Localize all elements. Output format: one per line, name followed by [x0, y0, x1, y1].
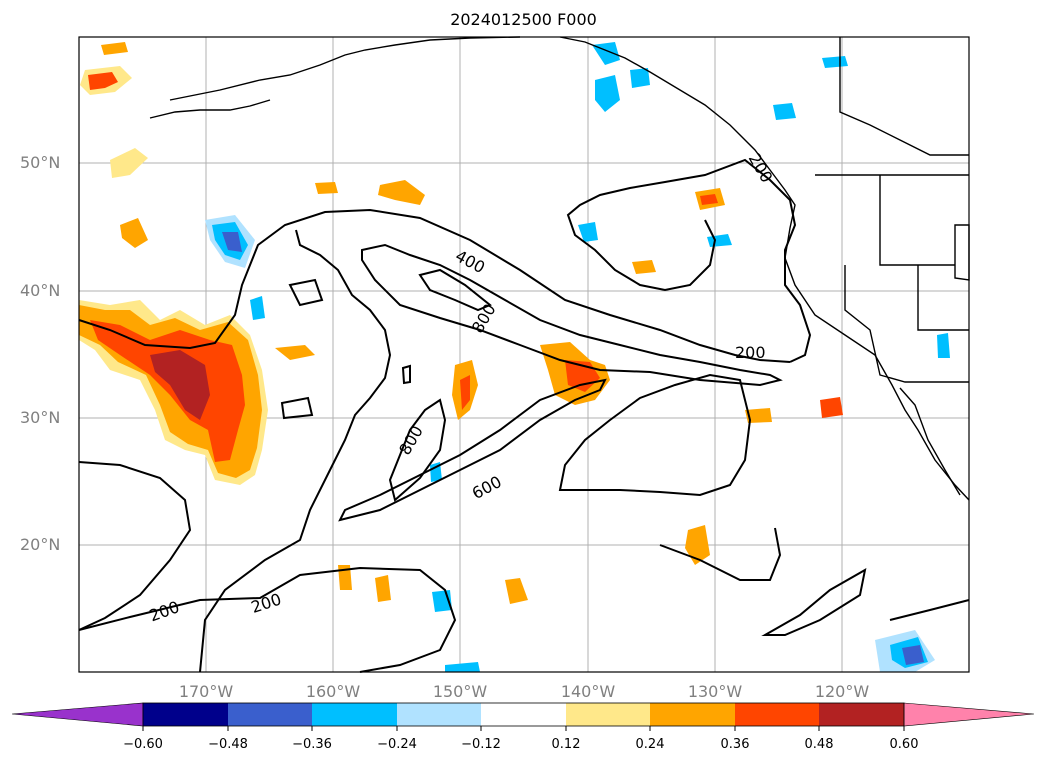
plot-frame [78, 36, 970, 673]
colorbar-tick-label: −0.24 [377, 737, 417, 752]
colorbar-tick-label: 0.24 [635, 737, 665, 752]
colorbar-swatch [819, 703, 904, 726]
colorbar-swatch [397, 703, 481, 726]
coastlines [149, 36, 970, 501]
colorbar-tick-label: 0.12 [551, 737, 581, 752]
shaded-field [79, 42, 950, 672]
colorbar-swatch [735, 703, 819, 726]
colorbar-swatch [312, 703, 397, 726]
contours [78, 158, 970, 673]
colorbar-tick-label: 0.36 [720, 737, 750, 752]
contour-800 [418, 268, 492, 312]
lon-label: 170°W [178, 682, 234, 701]
lon-label: 140°W [560, 682, 616, 701]
contour-200-south-3 [199, 229, 392, 673]
colorbar-swatch [566, 703, 650, 726]
contour-label: 200 [735, 343, 766, 362]
contour-200-north [78, 208, 791, 363]
contour-200-south-2 [78, 566, 457, 673]
colorbar-swatch [650, 703, 735, 726]
lat-label: 20°N [20, 535, 61, 554]
lon-label: 130°W [687, 682, 743, 701]
colorbar [11, 702, 1035, 731]
alaska-coast [169, 36, 521, 101]
lat-label: 50°N [20, 153, 61, 172]
colorbar-extend-left [11, 702, 144, 727]
colorbar-swatch [143, 703, 228, 726]
colorbar-tick-label: −0.12 [461, 737, 501, 752]
colorbar-tick-label: −0.48 [208, 737, 248, 752]
colorbar-swatch [481, 703, 566, 726]
gridlines [79, 37, 969, 672]
contour-200-south [78, 461, 192, 631]
lat-label: 40°N [20, 281, 61, 300]
lon-label: 120°W [814, 682, 870, 701]
contour-400 [361, 243, 783, 387]
colorbar-tick-label: 0.60 [889, 737, 919, 752]
colorbar-tick-label: 0.48 [804, 737, 834, 752]
colorbar-swatch [228, 703, 312, 726]
colorbar-extend-right [903, 702, 1035, 727]
contour-200-east [566, 158, 812, 363]
map-title: 2024012500 F000 [450, 10, 597, 29]
colorbar-tick-label: −0.60 [123, 737, 163, 752]
lat-label: 30°N [20, 408, 61, 427]
colorbar-tick-label: −0.36 [292, 737, 332, 752]
contour-600 [338, 378, 607, 522]
lon-label: 150°W [432, 682, 488, 701]
lon-label: 160°W [305, 682, 361, 701]
